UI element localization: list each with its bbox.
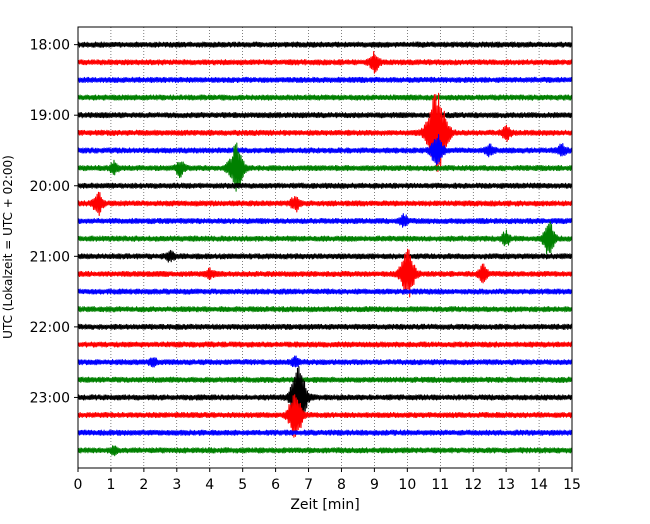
trace-2300	[77, 366, 573, 424]
x-tick-label-0: 0	[74, 477, 83, 493]
x-tick-label-9: 9	[370, 477, 379, 493]
x-tick-label-7: 7	[304, 477, 313, 493]
trace-2145	[77, 306, 573, 313]
x-tick-label-4: 4	[205, 477, 214, 493]
y-tick-label-4: 22:00	[30, 320, 70, 336]
x-tick-label-14: 14	[530, 477, 548, 493]
x-tick-label-12: 12	[464, 477, 482, 493]
trace-1830	[77, 76, 573, 84]
x-tick-label-6: 6	[271, 477, 280, 493]
trace-2215	[77, 341, 573, 348]
trace-1915	[77, 92, 573, 173]
trace-1845	[77, 94, 573, 101]
trace-2200	[77, 323, 573, 331]
trace-2130	[77, 288, 573, 295]
x-tick-label-3: 3	[172, 477, 181, 493]
y-tick-label-3: 21:00	[30, 249, 70, 265]
x-tick-label-2: 2	[139, 477, 148, 493]
trace-1815	[77, 50, 573, 74]
grid-lines	[110, 27, 540, 468]
trace-2030	[77, 213, 573, 228]
y-tick-label-5: 23:00	[30, 390, 70, 406]
trace-2000	[77, 182, 573, 189]
seismic-traces	[77, 41, 573, 457]
x-tick-label-8: 8	[337, 477, 346, 493]
trace-2100	[77, 249, 573, 263]
y-axis-ticks: 18:00 19:00 20:00 21:00 22:00 23:00	[30, 38, 78, 406]
trace-2115	[77, 248, 573, 298]
trace-2245	[77, 376, 573, 383]
trace-2015	[77, 191, 573, 217]
trace-2045	[77, 221, 573, 255]
plot-frame	[77, 26, 573, 469]
x-tick-label-1: 1	[106, 477, 115, 493]
trace-1900	[77, 112, 573, 119]
y-axis-label: UTC (Lokalzeit = UTC + 02:00)	[1, 155, 15, 339]
trace-2230	[77, 355, 573, 368]
trace-2315	[77, 394, 573, 438]
x-tick-label-10: 10	[398, 477, 416, 493]
trace-2330	[77, 429, 573, 436]
trace-1945	[77, 142, 573, 192]
x-tick-label-13: 13	[497, 477, 515, 493]
x-axis-ticks: 0 1 2 3 4 5 6 7 8 9 10 11 12 13 14 15	[74, 468, 581, 493]
trace-1930	[77, 134, 573, 165]
y-tick-label-1: 19:00	[30, 108, 70, 124]
x-tick-label-11: 11	[431, 477, 449, 493]
x-tick-label-5: 5	[238, 477, 247, 493]
trace-2345	[77, 445, 573, 457]
x-axis-label: Zeit [min]	[290, 497, 359, 513]
y-tick-label-2: 20:00	[30, 179, 70, 195]
x-tick-label-15: 15	[563, 477, 581, 493]
y-tick-label-0: 18:00	[30, 38, 70, 54]
trace-1800	[77, 41, 573, 48]
